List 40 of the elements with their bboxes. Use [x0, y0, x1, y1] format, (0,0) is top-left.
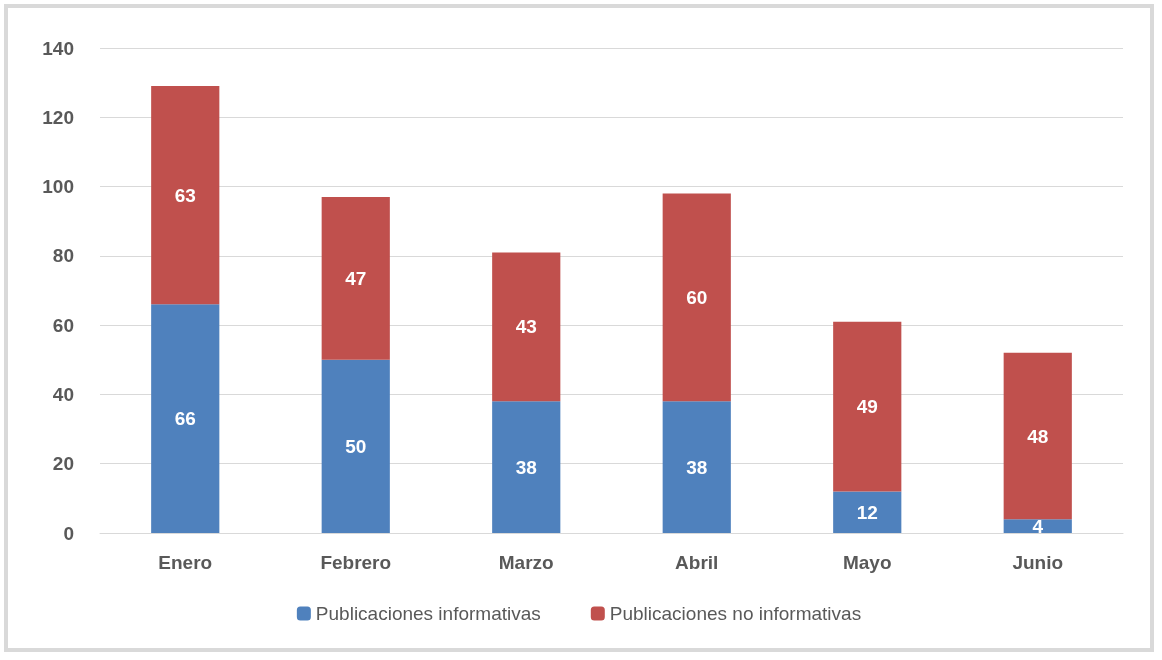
data-label: 63 — [174, 184, 196, 206]
bar — [492, 401, 561, 533]
data-label: 48 — [1027, 425, 1049, 447]
y-tick-label: 120 — [42, 106, 74, 128]
bar — [662, 193, 731, 402]
y-tick-label: 20 — [52, 453, 74, 475]
bar — [662, 401, 731, 533]
y-tick-label: 40 — [52, 383, 74, 405]
bar — [151, 86, 220, 305]
bar — [833, 491, 902, 533]
bar — [1003, 352, 1072, 520]
bar — [833, 321, 902, 492]
bar — [321, 359, 390, 533]
bar — [492, 252, 561, 402]
data-label: 60 — [686, 286, 708, 308]
bar — [321, 196, 390, 360]
y-tick-label: 80 — [52, 245, 74, 267]
data-label: 47 — [345, 267, 367, 289]
y-tick-label: 60 — [52, 314, 74, 336]
x-tick-label: Mayo — [842, 552, 892, 573]
y-tick-label: 0 — [63, 522, 74, 544]
y-tick-label: 100 — [42, 176, 74, 198]
data-label: 66 — [174, 408, 196, 430]
x-tick-label: Junio — [1012, 552, 1064, 573]
y-tick-label: 140 — [42, 37, 74, 59]
x-tick-label: Febrero — [320, 552, 392, 573]
data-label: 49 — [856, 396, 878, 418]
legend-label: Publicaciones informativas — [315, 603, 541, 624]
data-label: 50 — [345, 435, 367, 457]
data-label: 38 — [686, 456, 708, 478]
data-label: 4 — [1032, 515, 1044, 537]
x-tick-label: Marzo — [498, 552, 554, 573]
bar — [151, 304, 220, 533]
x-tick-label: Enero — [158, 552, 213, 573]
x-tick-label: Abril — [675, 552, 719, 573]
data-label: 38 — [515, 456, 537, 478]
data-label: 43 — [515, 316, 537, 338]
bar — [1003, 519, 1072, 533]
legend-label: Publicaciones no informativas — [609, 603, 862, 624]
data-label: 12 — [856, 501, 878, 523]
